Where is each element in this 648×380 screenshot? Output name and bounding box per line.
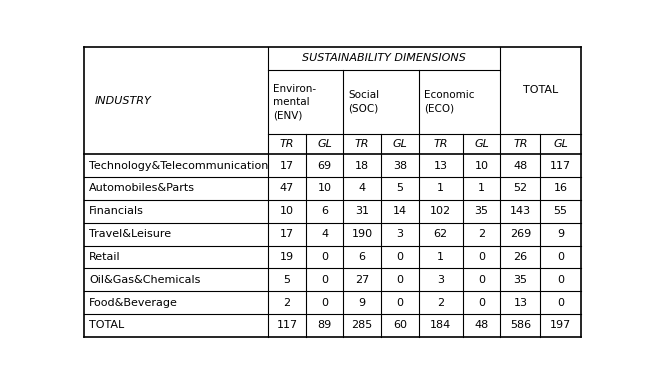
Text: 35: 35 [513, 275, 527, 285]
Text: 143: 143 [510, 206, 531, 216]
Text: 10: 10 [280, 206, 294, 216]
Text: 27: 27 [355, 275, 369, 285]
Text: 2: 2 [437, 298, 445, 307]
Text: 3: 3 [397, 229, 403, 239]
Text: 0: 0 [478, 298, 485, 307]
Text: 6: 6 [359, 252, 365, 262]
Text: 13: 13 [434, 161, 448, 171]
Text: 269: 269 [510, 229, 531, 239]
Text: Environ-
mental
(ENV): Environ- mental (ENV) [273, 84, 316, 120]
Text: 16: 16 [553, 184, 568, 193]
Text: 52: 52 [513, 184, 527, 193]
Text: TR: TR [355, 139, 369, 149]
Text: GL: GL [318, 139, 332, 149]
Text: 117: 117 [277, 320, 297, 330]
Text: TR: TR [434, 139, 448, 149]
Text: 26: 26 [513, 252, 527, 262]
Text: 586: 586 [510, 320, 531, 330]
Text: INDUSTRY: INDUSTRY [95, 96, 152, 106]
Text: 184: 184 [430, 320, 451, 330]
Text: 19: 19 [280, 252, 294, 262]
Text: 190: 190 [352, 229, 373, 239]
Text: 0: 0 [321, 252, 328, 262]
Text: Economic
(ECO): Economic (ECO) [424, 90, 474, 113]
Text: 69: 69 [318, 161, 332, 171]
Text: 48: 48 [474, 320, 489, 330]
Text: 10: 10 [474, 161, 489, 171]
Text: TOTAL: TOTAL [89, 320, 124, 330]
Text: 285: 285 [352, 320, 373, 330]
Text: 1: 1 [437, 252, 444, 262]
Text: Food&Beverage: Food&Beverage [89, 298, 178, 307]
Text: Automobiles&Parts: Automobiles&Parts [89, 184, 195, 193]
Text: Travel&Leisure: Travel&Leisure [89, 229, 171, 239]
Text: 0: 0 [397, 298, 403, 307]
Text: 0: 0 [397, 252, 403, 262]
Text: 1: 1 [437, 184, 444, 193]
Text: 60: 60 [393, 320, 407, 330]
Text: 102: 102 [430, 206, 451, 216]
Text: GL: GL [474, 139, 489, 149]
Text: 0: 0 [321, 298, 328, 307]
Text: TOTAL: TOTAL [523, 86, 558, 95]
Text: GL: GL [393, 139, 408, 149]
Text: 18: 18 [355, 161, 369, 171]
Text: 1: 1 [478, 184, 485, 193]
Text: 0: 0 [557, 275, 564, 285]
Text: 9: 9 [359, 298, 366, 307]
Text: 10: 10 [318, 184, 332, 193]
Text: 9: 9 [557, 229, 564, 239]
Text: 0: 0 [397, 275, 403, 285]
Text: 17: 17 [280, 229, 294, 239]
Text: TR: TR [280, 139, 294, 149]
Text: 17: 17 [280, 161, 294, 171]
Text: 4: 4 [321, 229, 328, 239]
Text: Technology&Telecommunication: Technology&Telecommunication [89, 161, 268, 171]
Text: 0: 0 [557, 298, 564, 307]
Text: 0: 0 [321, 275, 328, 285]
Text: Oil&Gas&Chemicals: Oil&Gas&Chemicals [89, 275, 200, 285]
Text: 14: 14 [393, 206, 407, 216]
Text: Social
(SOC): Social (SOC) [348, 90, 379, 113]
Text: 55: 55 [553, 206, 568, 216]
Text: TR: TR [513, 139, 527, 149]
Text: 6: 6 [321, 206, 328, 216]
Text: 0: 0 [478, 252, 485, 262]
Text: 0: 0 [557, 252, 564, 262]
Text: 5: 5 [284, 275, 290, 285]
Text: 48: 48 [513, 161, 527, 171]
Text: 13: 13 [513, 298, 527, 307]
Text: SUSTAINABILITY DIMENSIONS: SUSTAINABILITY DIMENSIONS [303, 54, 466, 63]
Text: 197: 197 [550, 320, 572, 330]
Text: 31: 31 [355, 206, 369, 216]
Text: 2: 2 [283, 298, 290, 307]
Text: Retail: Retail [89, 252, 121, 262]
Text: 4: 4 [359, 184, 366, 193]
Text: Financials: Financials [89, 206, 144, 216]
Text: 38: 38 [393, 161, 407, 171]
Text: 47: 47 [280, 184, 294, 193]
Text: 3: 3 [437, 275, 444, 285]
Text: 2: 2 [478, 229, 485, 239]
Text: 5: 5 [397, 184, 403, 193]
Text: GL: GL [553, 139, 568, 149]
Text: 35: 35 [474, 206, 489, 216]
Text: 117: 117 [550, 161, 571, 171]
Text: 89: 89 [318, 320, 332, 330]
Text: 62: 62 [434, 229, 448, 239]
Text: 0: 0 [478, 275, 485, 285]
